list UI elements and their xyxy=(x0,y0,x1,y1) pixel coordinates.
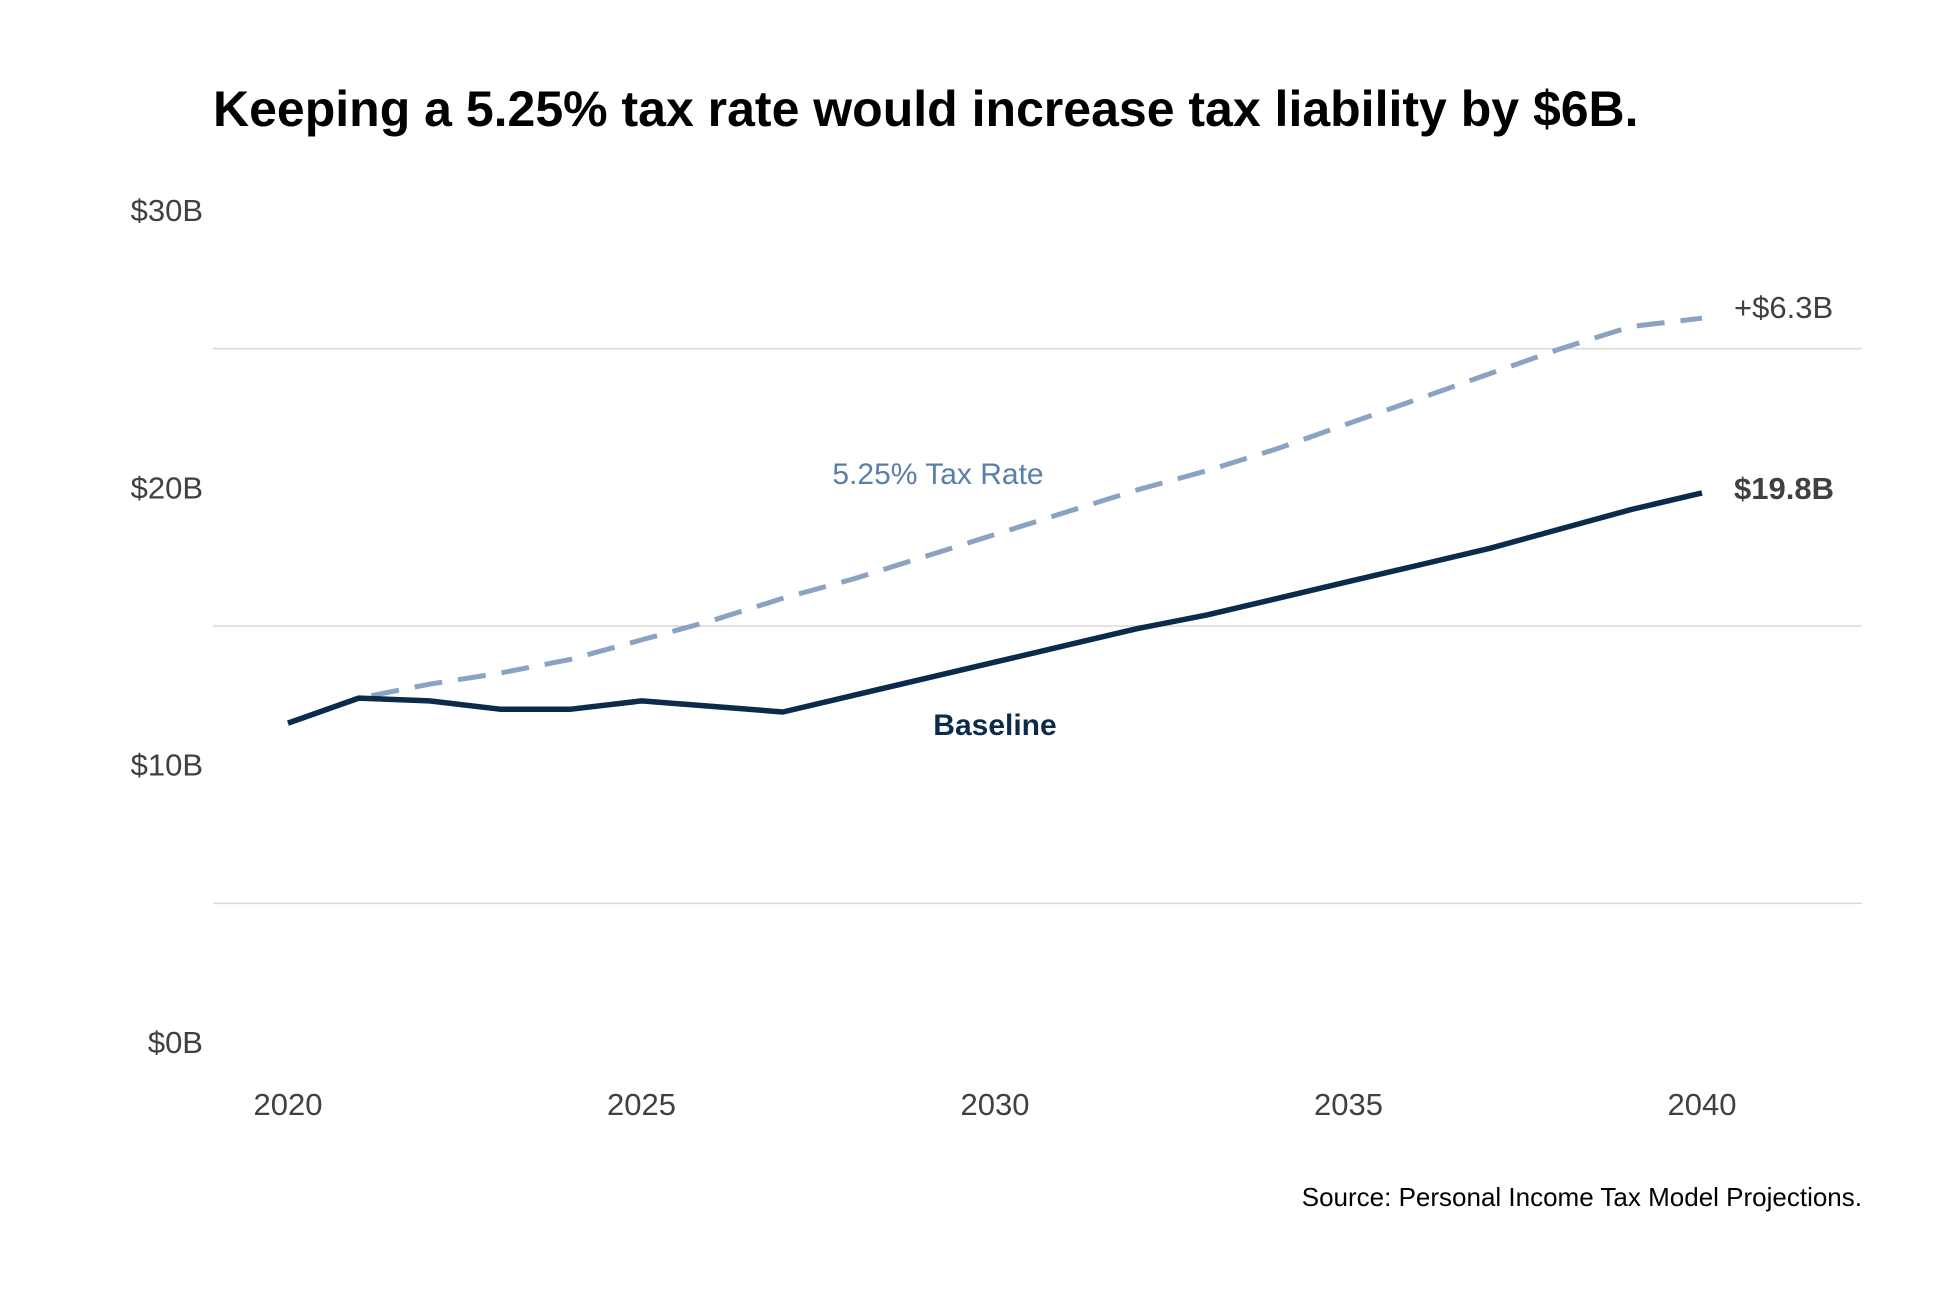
y-tick-label: $0B xyxy=(148,1025,203,1060)
end-value-label: $19.8B xyxy=(1734,471,1834,506)
x-tick-label: 2020 xyxy=(254,1087,323,1122)
source-note: Source: Personal Income Tax Model Projec… xyxy=(1302,1182,1862,1212)
x-tick-label: 2030 xyxy=(961,1087,1030,1122)
series-lines xyxy=(287,315,1703,726)
end-difference-label: +$6.3B xyxy=(1734,290,1833,325)
series-line-tax-rate xyxy=(287,315,1703,726)
y-tick-label: $20B xyxy=(131,470,203,505)
chart-title: Keeping a 5.25% tax rate would increase … xyxy=(213,81,1639,137)
x-tick-label: 2025 xyxy=(607,1087,676,1122)
x-tick-label: 2040 xyxy=(1668,1087,1737,1122)
gridlines xyxy=(213,347,1862,905)
series-label-tax-rate: 5.25% Tax Rate xyxy=(832,458,1043,491)
x-axis-ticks: 2020 2025 2030 2035 2040 xyxy=(254,1087,1737,1122)
y-axis-ticks: $0B $10B $20B $30B xyxy=(131,193,203,1060)
x-tick-label: 2035 xyxy=(1314,1087,1383,1122)
y-tick-label: $30B xyxy=(131,193,203,228)
y-tick-label: $10B xyxy=(131,748,203,783)
series-line-baseline xyxy=(287,490,1703,726)
series-label-baseline: Baseline xyxy=(933,709,1056,742)
